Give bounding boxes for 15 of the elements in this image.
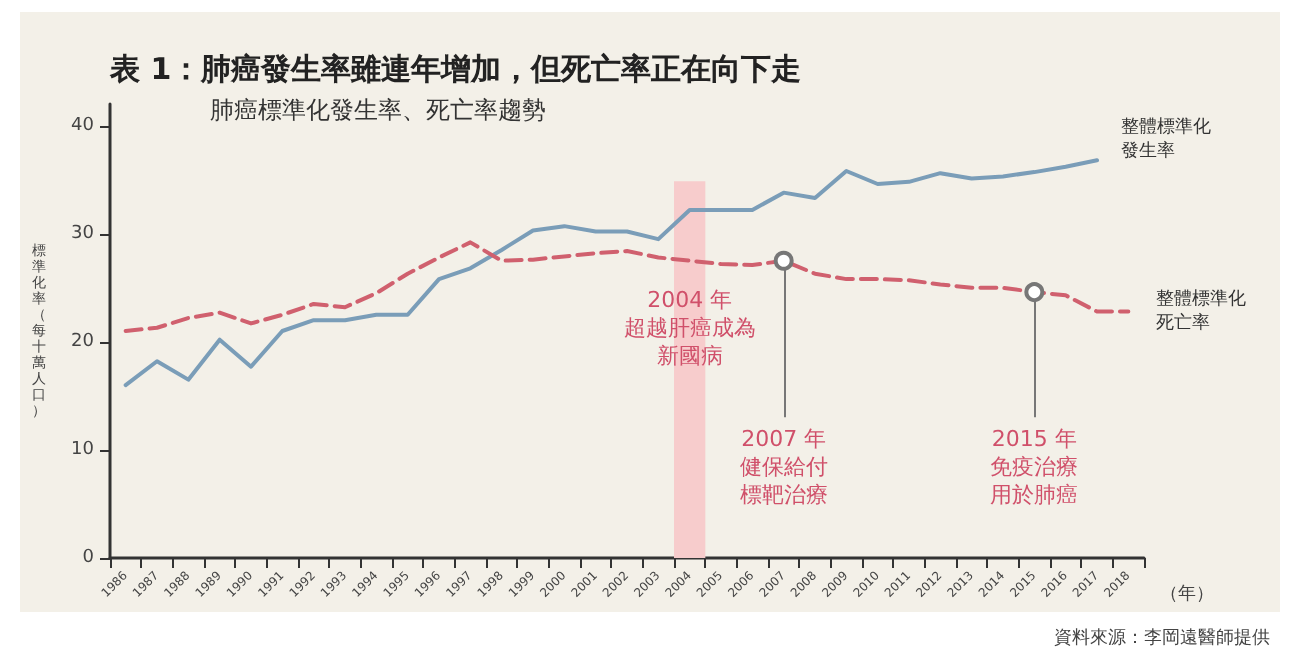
band-label: 2004 年超越肝癌成為新國病 <box>623 286 756 369</box>
annotation: 2007 年健保給付標靶治療 <box>739 426 828 509</box>
line-series <box>123 158 1099 388</box>
y-tick-label: 40 <box>71 115 95 136</box>
chart-title: 表 1：肺癌發生率雖連年增加，但死亡率正在向下走 <box>108 51 802 87</box>
y-tick-label: 20 <box>71 331 95 352</box>
series-label: 整體標準化死亡率 <box>1156 287 1247 334</box>
annotation: 2015 年免疫治療用於肺癌 <box>990 426 1079 509</box>
y-tick-label: 0 <box>82 548 95 568</box>
y-tick-label: 10 <box>71 439 95 460</box>
y-tick-label: 30 <box>71 223 95 244</box>
chart-subtitle: 肺癌標準化發生率、死亡率趨勢 <box>210 96 546 124</box>
series-label: 整體標準化發生率 <box>1121 116 1211 163</box>
source-note: 資料來源：李岡遠醫師提供 <box>1054 627 1270 649</box>
x-axis-title: （年） <box>1160 583 1214 605</box>
